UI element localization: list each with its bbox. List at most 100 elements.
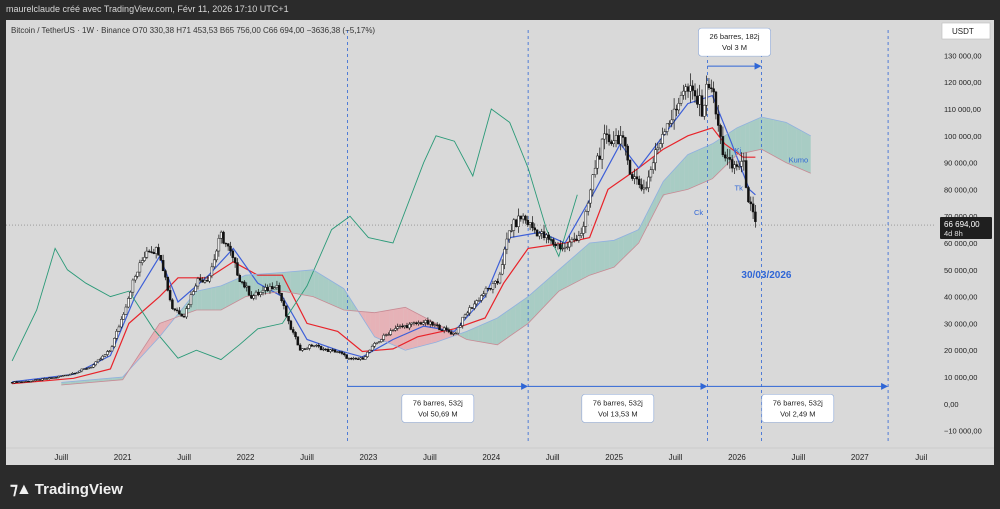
candle-body	[449, 331, 453, 335]
kumo-segment	[94, 379, 99, 383]
candle-body	[243, 281, 246, 288]
candle-body	[586, 202, 590, 212]
kumo-segment	[754, 118, 760, 151]
candle-body	[556, 244, 560, 247]
candle-body	[707, 83, 711, 89]
kumo-segment	[595, 241, 600, 274]
candle-body	[133, 276, 137, 281]
candle-body	[456, 327, 460, 334]
x-tick-label: 2026	[728, 453, 746, 462]
candle-body	[312, 345, 316, 347]
last-price-badge	[940, 217, 992, 240]
currency-badge[interactable]	[941, 22, 991, 40]
kumo-segment	[646, 204, 652, 228]
candle-body	[17, 381, 21, 383]
candle-body	[619, 135, 622, 145]
candle-body	[445, 327, 448, 330]
kumo-segment	[164, 319, 170, 331]
candle-body	[607, 134, 611, 143]
candle-body	[714, 91, 718, 115]
candle-body	[545, 234, 548, 238]
candle-body	[338, 351, 341, 353]
candle-body	[147, 250, 151, 253]
measure-box-text: 26 barres, 182j	[709, 32, 759, 41]
candle-body	[408, 323, 411, 329]
candle-body	[572, 238, 576, 241]
x-axis: Juill 2021 Juill 2022 Juill 2023 Juill 2024 Juil…	[6, 447, 994, 462]
kumo-segment	[510, 305, 516, 336]
candle-body	[219, 231, 223, 239]
candle-body	[617, 135, 620, 145]
candle-body	[510, 230, 513, 232]
kumo-segment	[323, 276, 329, 304]
candle-body	[236, 262, 239, 276]
candle-body	[507, 230, 511, 240]
y-tick-label: 20 000,00	[944, 346, 977, 355]
candle-body	[175, 309, 179, 312]
candle-body	[466, 312, 469, 316]
candle-body	[350, 358, 353, 360]
candle-body	[433, 324, 437, 326]
candle-body	[568, 241, 571, 248]
candle-body	[201, 279, 204, 283]
measure-box-text: 76 barres, 532j	[773, 398, 823, 407]
candle-body	[635, 176, 639, 180]
candle-body	[247, 285, 251, 296]
candle-body	[651, 162, 655, 170]
measure-box	[581, 394, 655, 423]
candle-body	[301, 348, 304, 351]
candle-body	[101, 355, 104, 360]
candle-body	[259, 291, 262, 295]
chart-frame[interactable]: 26 barres, 182j Vol 3 M 76 barres, 532j Vol…	[6, 20, 994, 465]
y-tick-label: 120 000,00	[944, 78, 982, 87]
candle-body	[352, 357, 355, 360]
candle-body	[64, 374, 67, 377]
kumo-segment	[698, 147, 703, 185]
kumo-segment	[557, 266, 563, 293]
candle-body	[173, 308, 176, 311]
kumo-segment	[225, 281, 230, 308]
kumo-segment	[89, 379, 95, 383]
candle-body	[136, 271, 139, 277]
candle-body	[737, 166, 741, 168]
kumo-segment	[501, 311, 507, 342]
candle-body	[389, 330, 392, 335]
x-tick-label: Juill	[177, 453, 191, 462]
kumo-segment	[548, 274, 554, 303]
candle-body	[333, 349, 337, 353]
series-label: Kj	[735, 146, 742, 155]
kumo-segment	[103, 378, 109, 382]
x-tick-label: 2022	[237, 453, 255, 462]
x-tick-label: Juill	[300, 453, 314, 462]
candle-body	[331, 349, 334, 351]
candle-body	[394, 328, 397, 331]
candle-body	[498, 273, 502, 284]
kumo-segment	[585, 242, 591, 278]
series-labels-layer: 30/03/2026 Kj Tk Ck Kumo	[694, 146, 808, 281]
kumo-segment	[623, 234, 629, 259]
candle-body	[80, 368, 84, 372]
candle-body	[210, 266, 214, 277]
candle-body	[480, 295, 483, 301]
grid-layer	[6, 20, 994, 465]
candle-body	[375, 342, 379, 344]
kumo-segment	[801, 130, 807, 172]
ichimoku-chart[interactable]: 26 barres, 182j Vol 3 M 76 barres, 532j Vol…	[6, 20, 994, 465]
y-tick-label: 50 000,00	[944, 266, 977, 275]
candle-body	[89, 367, 93, 369]
candle-body	[57, 376, 60, 378]
candle-body	[345, 354, 348, 359]
kumo-segment	[496, 315, 502, 345]
tradingview-logo[interactable]: ⁊▲ TradingView	[10, 479, 123, 499]
series-label: Ck	[694, 208, 703, 217]
measure-arrow-head	[754, 62, 762, 70]
candle-body	[282, 300, 286, 306]
candle-body	[419, 322, 423, 325]
kumo-segment	[108, 377, 113, 381]
kumo-segment	[98, 378, 104, 382]
y-tick-label: 0,00	[944, 400, 959, 409]
candle-body	[691, 85, 694, 91]
y-tick-label: 10 000,00	[944, 373, 977, 382]
candle-body	[168, 290, 172, 301]
candle-body	[73, 372, 77, 375]
